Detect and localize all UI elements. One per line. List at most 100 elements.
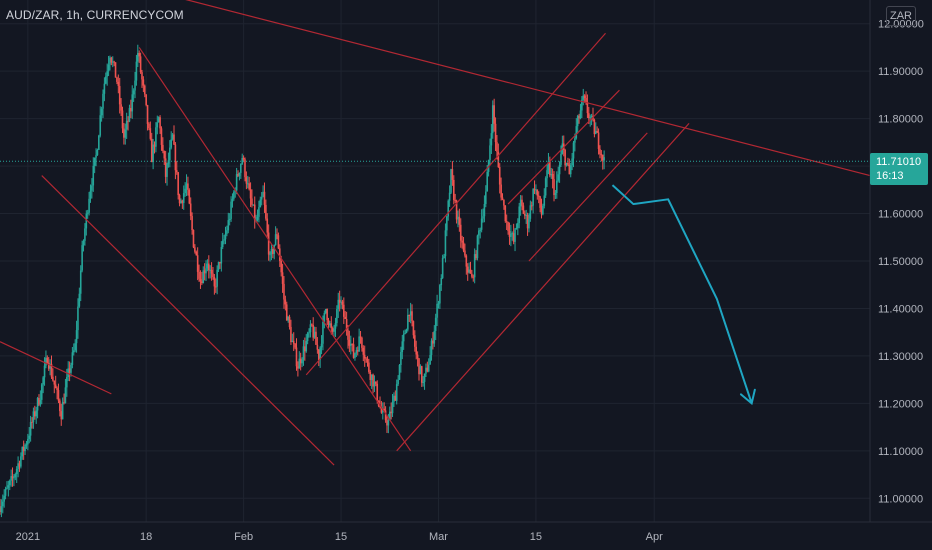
currency-button[interactable]: ZAR [886, 6, 916, 26]
candle-body [61, 402, 64, 420]
candle-body [450, 169, 452, 193]
candle-body [171, 134, 174, 140]
trendline [507, 89, 620, 205]
candle-body [178, 195, 181, 204]
candle-body [248, 183, 250, 190]
candle-body [209, 269, 211, 271]
candle-body [466, 266, 469, 273]
candle-body [210, 269, 213, 274]
candle-body [317, 349, 320, 361]
projection-group[interactable] [611, 184, 756, 406]
candle-body [391, 401, 394, 414]
candle-body [78, 293, 81, 307]
trendlines-group[interactable] [0, 0, 871, 466]
candle-body [311, 324, 313, 326]
candle-body [319, 347, 321, 361]
candle-body [341, 301, 344, 305]
candle-body [517, 223, 519, 229]
candle-body [461, 240, 463, 243]
candle-body [100, 108, 103, 116]
candle-body [134, 80, 136, 91]
candle-body [347, 330, 349, 340]
symbol-title[interactable]: AUD/ZAR, 1h, CURRENCYCOM [6, 8, 184, 22]
candle-body [309, 324, 312, 333]
candle-body [157, 117, 160, 123]
candle-body [469, 269, 472, 274]
candle-body [418, 358, 420, 375]
candle-body [447, 200, 450, 217]
candle-body [13, 477, 15, 479]
candle-body [258, 207, 260, 217]
projection-path [611, 184, 753, 404]
candle-body [446, 216, 448, 231]
candle-body [89, 190, 92, 199]
candle-body [141, 72, 143, 80]
candle-body [408, 314, 411, 316]
price-tick-label: 11.50000 [878, 256, 923, 268]
candle-body [523, 213, 526, 216]
candle-body [504, 205, 507, 222]
candle-body [237, 174, 239, 176]
candle-body [415, 346, 418, 355]
candle-body [368, 362, 370, 372]
candle-body [195, 251, 198, 256]
trendline [528, 132, 648, 262]
candle-body [99, 115, 102, 136]
candle-body [543, 195, 546, 206]
candle-body [578, 115, 580, 119]
candle-body [359, 336, 362, 338]
time-axis[interactable]: 2021 18 Feb 15 Mar 15 Apr [16, 531, 664, 543]
candle-body [148, 123, 150, 129]
candle-body [292, 340, 295, 344]
candle-body [479, 229, 482, 231]
candle-body [458, 216, 461, 225]
candle-body [305, 340, 308, 352]
candle-body [150, 138, 153, 163]
candle-body [529, 205, 532, 219]
candle-body [34, 411, 36, 417]
candle-body [194, 247, 196, 252]
candle-body [93, 157, 96, 166]
candle-body [54, 384, 57, 389]
candle-body [106, 71, 108, 77]
candle-body [471, 273, 473, 277]
trendline [0, 341, 112, 395]
time-tick-label: Apr [646, 531, 663, 543]
candle-body [493, 105, 495, 124]
candle-body [512, 233, 515, 242]
candle-body [594, 131, 597, 135]
candle-body [96, 149, 99, 156]
candle-body [575, 126, 578, 139]
candle-body [336, 309, 338, 324]
candle-body [17, 463, 19, 469]
candle-body [564, 149, 566, 166]
candle-body [330, 323, 333, 329]
time-tick-label: Feb [234, 531, 253, 543]
candle-body [42, 377, 44, 385]
candle-body [480, 218, 483, 230]
candle-body [366, 358, 369, 363]
candle-body [153, 144, 156, 147]
candle-body [503, 199, 505, 206]
candle-body [219, 262, 221, 264]
candle-body [437, 303, 440, 305]
candle-body [473, 254, 476, 278]
candle-body [208, 263, 210, 271]
candle-body [386, 420, 388, 426]
time-tick-label: 15 [530, 531, 542, 543]
candle-body [36, 397, 39, 411]
candle-body [167, 160, 170, 164]
time-tick-label: 18 [140, 531, 152, 543]
candle-body [411, 311, 413, 322]
trendline [396, 122, 690, 452]
candle-body [118, 86, 121, 105]
candle-body [272, 249, 274, 254]
candle-body [354, 353, 356, 358]
candle-body [507, 222, 509, 232]
candle-body [227, 220, 230, 231]
candle-body [476, 235, 479, 259]
candle-body [290, 326, 292, 343]
candle-body [192, 229, 195, 248]
price-tick-label: 11.00000 [878, 493, 923, 505]
